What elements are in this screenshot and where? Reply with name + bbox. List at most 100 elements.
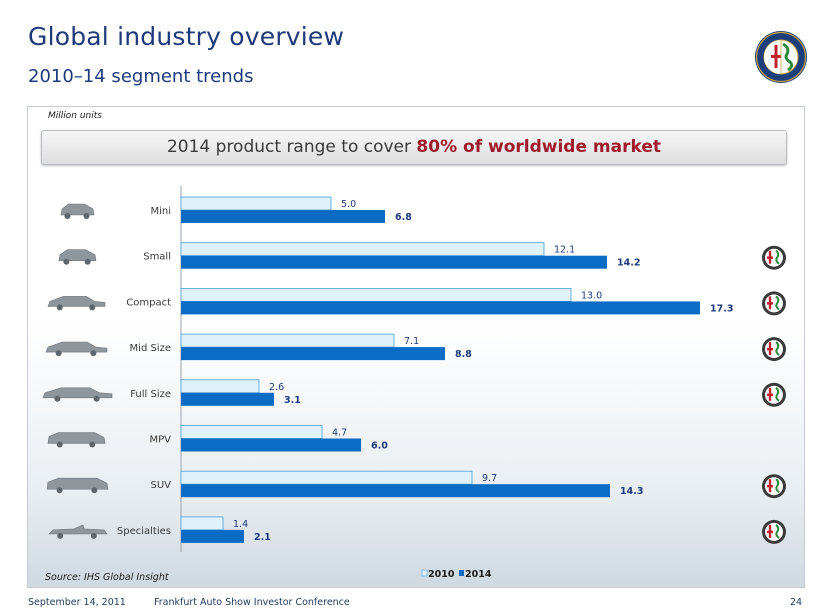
value-label-2010: 1.4 — [233, 519, 248, 530]
category-label-specialties: Specialties — [117, 526, 171, 537]
bar-2014-mini — [181, 210, 385, 223]
compact-car-icon-body — [47, 296, 106, 307]
footer-page-number: 24 — [790, 597, 803, 608]
hatchback-small-icon-wheel-rear — [84, 258, 91, 265]
chart-panel — [27, 106, 805, 588]
brand-badge-icon — [762, 519, 786, 544]
badge-serpent — [775, 524, 780, 539]
footer-date: September 14, 2011 — [28, 597, 126, 608]
convertible-icon-wheel-front — [57, 532, 64, 539]
suv-icon — [46, 477, 109, 494]
brand-badge-icon — [762, 291, 786, 316]
badge-cross-v — [768, 479, 772, 493]
badge-serpent — [775, 249, 780, 265]
value-label-2010: 5.0 — [341, 199, 356, 210]
hatchback-mini-icon-body — [60, 203, 95, 216]
value-label-2014: 17.3 — [710, 303, 733, 314]
value-label-2014: 14.3 — [620, 486, 643, 497]
sedan-icon-body — [45, 341, 108, 353]
bar-2014-suv — [181, 484, 610, 498]
minivan-icon-wheel-rear — [89, 441, 96, 448]
brand-badge-icon — [762, 337, 786, 362]
hatchback-mini-icon-wheel-front — [64, 213, 71, 219]
value-label-2014: 8.8 — [455, 349, 472, 360]
legend-label-2010: 2010 — [428, 569, 455, 580]
category-label-mid-size: Mid Size — [130, 343, 171, 354]
category-label-small: Small — [143, 252, 171, 263]
estate-car-icon-wheel-rear — [93, 395, 100, 402]
value-label-2010: 2.6 — [269, 382, 284, 393]
hatchback-mini-icon-wheel-rear — [83, 213, 90, 219]
minivan-icon-wheel-front — [56, 441, 63, 448]
bar-2010-suv — [180, 470, 473, 485]
legend-swatch-2014 — [459, 570, 464, 576]
page-subtitle: 2010–14 segment trends — [28, 66, 254, 87]
suv-icon-wheel-front — [56, 487, 63, 494]
sedan-icon-wheel-rear — [90, 350, 97, 357]
headline-banner: 2014 product range to cover 80% of world… — [41, 130, 787, 165]
value-label-2014: 14.2 — [617, 258, 640, 269]
badge-serpent — [775, 341, 780, 356]
brand-badge-icon — [762, 245, 786, 270]
convertible-icon — [48, 524, 108, 539]
bar-2010-mpv — [180, 425, 323, 439]
source-note: Source: IHS Global Insight — [45, 572, 169, 583]
hatchback-mini-icon — [60, 203, 95, 219]
badge-cross-v — [768, 250, 772, 264]
chart-legend: 2010 2014 — [421, 569, 492, 580]
category-label-mini: Mini — [150, 206, 171, 217]
bar-2014-small — [181, 255, 607, 269]
minivan-icon — [47, 432, 106, 448]
value-label-2014: 3.1 — [284, 395, 301, 406]
suv-icon-body — [46, 477, 109, 490]
badge-serpent — [775, 295, 780, 311]
convertible-icon-wheel-rear — [90, 532, 97, 539]
minivan-icon-body — [47, 432, 106, 444]
badge-serpent — [775, 387, 780, 402]
page-title: Global industry overview — [28, 22, 345, 51]
hatchback-small-icon-body — [58, 249, 97, 261]
value-label-2014: 2.1 — [254, 532, 271, 543]
badge-cross-v — [768, 524, 772, 538]
hatchback-small-icon — [58, 249, 97, 265]
bar-2010-compact — [180, 287, 572, 302]
bar-2014-mid-size — [181, 347, 445, 361]
badge-cross-v — [768, 342, 772, 356]
badge-cross-v — [768, 296, 772, 310]
value-label-2010: 7.1 — [404, 336, 419, 347]
brand-badge-icon — [762, 382, 786, 407]
banner-prefix: 2014 product range to cover — [166, 137, 417, 157]
compact-car-icon — [47, 296, 106, 311]
bar-2010-full-size — [180, 379, 260, 394]
compact-car-icon-wheel-front — [56, 304, 63, 311]
sedan-icon-wheel-front — [55, 350, 62, 357]
bar-2010-specialties — [180, 516, 224, 531]
hatchback-small-icon-wheel-front — [63, 258, 70, 265]
bar-2014-full-size — [181, 392, 274, 406]
banner-highlight: 80% of worldwide market — [416, 137, 661, 157]
estate-car-icon-body — [42, 387, 113, 399]
value-label-2010: 12.1 — [554, 245, 575, 256]
bar-2010-mid-size — [180, 333, 395, 348]
bar-2014-compact — [181, 301, 700, 315]
brand-logo-icon — [755, 31, 807, 83]
value-label-2010: 4.7 — [332, 428, 347, 439]
category-label-full-size: Full Size — [130, 389, 171, 400]
bar-2014-mpv — [181, 438, 361, 452]
value-label-2010: 13.0 — [581, 290, 602, 301]
brand-badge-icon — [762, 474, 786, 499]
sedan-icon — [45, 341, 108, 357]
category-label-mpv: MPV — [150, 435, 172, 446]
category-label-suv: SUV — [150, 480, 171, 491]
value-label-2010: 9.7 — [482, 473, 497, 484]
legend-label-2014: 2014 — [465, 569, 492, 580]
bar-2014-specialties — [181, 529, 244, 543]
convertible-icon-body — [48, 524, 108, 535]
suv-icon-wheel-rear — [91, 487, 98, 494]
category-label-compact: Compact — [126, 297, 171, 308]
badge-serpent — [775, 478, 780, 493]
value-label-2014: 6.8 — [395, 212, 412, 223]
value-label-2014: 6.0 — [371, 441, 388, 452]
footer-event: Frankfurt Auto Show Investor Conference — [154, 597, 350, 608]
